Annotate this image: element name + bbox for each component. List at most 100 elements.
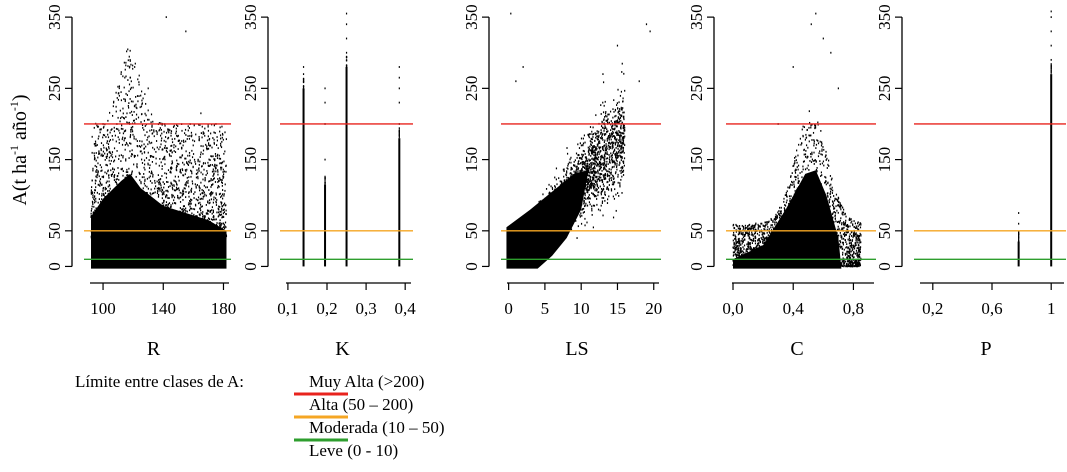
data-point — [214, 158, 216, 161]
data-point — [590, 175, 592, 178]
data-point — [546, 237, 548, 240]
data-point — [141, 158, 143, 161]
data-point — [202, 152, 204, 155]
data-point — [209, 227, 211, 230]
data-point — [184, 227, 186, 229]
data-point — [202, 145, 204, 148]
data-point — [134, 223, 136, 225]
data-point — [577, 208, 579, 211]
data-point — [615, 157, 617, 159]
data-point — [206, 148, 208, 151]
data-point — [580, 222, 583, 225]
data-point — [129, 60, 131, 62]
data-point — [562, 219, 564, 221]
data-point — [550, 219, 552, 222]
data-point — [157, 195, 160, 198]
data-point — [173, 234, 175, 237]
data-point — [170, 134, 172, 137]
data-point — [577, 185, 579, 188]
data-point — [204, 228, 206, 230]
data-point — [152, 236, 154, 239]
data-point — [117, 167, 119, 169]
data-point — [208, 236, 211, 239]
data-point — [106, 205, 108, 208]
data-point — [562, 210, 565, 213]
data-point — [571, 182, 573, 185]
data-point — [566, 176, 568, 179]
data-point — [554, 192, 557, 195]
data-point — [614, 188, 616, 191]
data-point — [599, 151, 601, 154]
data-point — [595, 136, 597, 139]
data-point — [302, 73, 305, 76]
data-point — [574, 164, 576, 167]
data-point — [122, 107, 124, 110]
data-point — [173, 199, 175, 202]
data-point — [107, 233, 109, 236]
data-point — [194, 234, 197, 237]
data-point — [98, 135, 100, 138]
data-point — [99, 131, 101, 134]
data-point — [598, 146, 601, 149]
data-point — [127, 235, 129, 238]
data-point — [139, 204, 141, 207]
ylabel-sup1: -1 — [7, 145, 21, 155]
data-point — [210, 155, 212, 158]
data-point — [158, 225, 160, 228]
data-point — [607, 180, 609, 183]
data-point — [131, 153, 134, 156]
data-point — [178, 179, 180, 182]
data-point — [592, 162, 594, 165]
data-point — [597, 132, 599, 134]
data-point — [224, 225, 226, 228]
data-point — [117, 235, 119, 238]
data-point — [618, 112, 620, 115]
data-point — [618, 101, 620, 104]
data-point — [197, 160, 199, 163]
data-point — [147, 163, 149, 166]
data-point — [160, 184, 162, 187]
data-point — [101, 153, 103, 156]
data-point — [179, 222, 181, 224]
data-point — [528, 245, 530, 248]
data-point — [158, 187, 160, 189]
data-point — [210, 184, 213, 187]
data-point — [180, 146, 183, 149]
data-point — [213, 215, 215, 217]
data-point — [149, 228, 151, 231]
data-point — [519, 259, 521, 262]
data-point — [120, 117, 122, 120]
data-point — [182, 211, 184, 214]
data-point — [103, 192, 105, 195]
data-point — [132, 228, 134, 231]
data-point — [116, 206, 118, 209]
data-point — [589, 203, 591, 206]
data-point — [156, 205, 158, 207]
data-point — [164, 232, 166, 235]
data-point — [112, 138, 114, 141]
data-point — [570, 161, 572, 164]
data-point — [548, 233, 550, 236]
data-point — [600, 137, 602, 140]
data-point — [559, 239, 561, 242]
data-point — [533, 207, 535, 209]
data-point — [527, 242, 529, 245]
data-point — [136, 107, 138, 110]
data-point — [551, 216, 553, 219]
data-point — [124, 178, 126, 181]
data-point — [174, 189, 176, 192]
data-point — [167, 221, 169, 224]
data-point — [603, 174, 605, 176]
data-point — [220, 202, 223, 205]
data-point — [522, 232, 524, 234]
data-point — [595, 195, 597, 198]
data-point — [219, 232, 222, 235]
data-point — [152, 208, 154, 211]
data-point — [165, 194, 168, 196]
y-tick-label: 350 — [462, 4, 481, 30]
data-point — [600, 125, 603, 127]
data-point — [182, 174, 185, 177]
data-point — [211, 236, 213, 239]
data-point — [141, 233, 143, 235]
